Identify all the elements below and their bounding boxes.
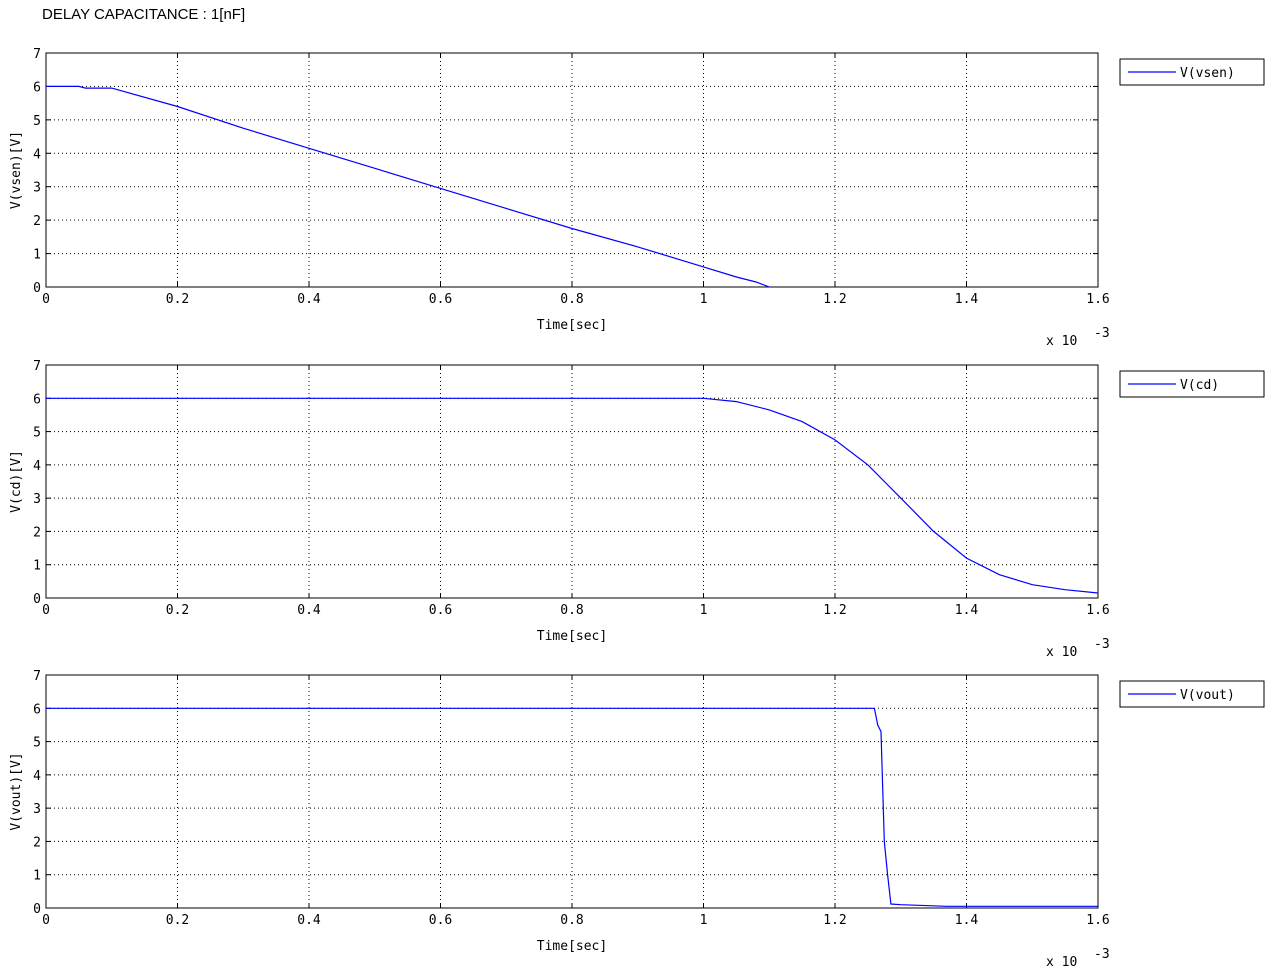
x-tick-label: 0.8 — [560, 603, 583, 618]
legend-entry: V(vsen) — [1180, 66, 1235, 81]
x-tick-label: 1.2 — [823, 292, 846, 307]
series-line-v-vout — [46, 707, 1098, 907]
y-tick-label: 4 — [33, 459, 41, 474]
x-tick-label: 1.4 — [955, 292, 979, 307]
y-axis-label: V(vsen)[V] — [9, 131, 24, 209]
y-tick-label: 1 — [33, 248, 41, 263]
x-multiplier-exponent: -3 — [1094, 947, 1110, 962]
x-tick-label: 1 — [700, 913, 708, 928]
x-multiplier-label: x 10 — [1046, 955, 1077, 969]
y-tick-label: 3 — [33, 492, 41, 507]
x-axis-label: Time[sec] — [537, 318, 607, 333]
x-axis-label: Time[sec] — [537, 629, 607, 644]
y-axis-label: V(vout)[V] — [9, 752, 24, 830]
x-multiplier-exponent: -3 — [1094, 637, 1110, 652]
x-multiplier-exponent: -3 — [1094, 326, 1110, 341]
x-tick-label: 0 — [42, 913, 50, 928]
page-title: DELAY CAPACITANCE : 1[nF] — [42, 6, 246, 23]
x-multiplier-label: x 10 — [1046, 645, 1077, 660]
y-tick-label: 7 — [33, 359, 41, 374]
x-tick-label: 1.6 — [1086, 913, 1109, 928]
chart-panel-3: 0 0.2 0.4 0.6 0.8 1 1.2 1.4 1.6 0 1 2 3 4 5 6 7 Time[sec]… — [9, 669, 1265, 969]
x-tick-label: 0 — [42, 292, 50, 307]
y-tick-label: 2 — [33, 214, 41, 229]
y-tick-label: 1 — [33, 869, 41, 884]
y-tick-label: 5 — [33, 426, 41, 441]
y-tick-label: 0 — [33, 592, 41, 607]
y-tick-label: 0 — [33, 281, 41, 296]
x-tick-label: 0.4 — [297, 292, 321, 307]
x-tick-label: 0.4 — [297, 913, 321, 928]
x-tick-label: 1.4 — [955, 913, 979, 928]
x-axis-label: Time[sec] — [537, 939, 607, 954]
x-tick-label: 1 — [700, 292, 708, 307]
y-tick-label: 5 — [33, 114, 41, 129]
y-tick-label: 6 — [33, 392, 41, 407]
legend: V(vsen) — [1119, 58, 1265, 86]
x-multiplier-label: x 10 — [1046, 334, 1077, 349]
x-tick-label: 1.6 — [1086, 292, 1109, 307]
x-tick-label: 0.8 — [560, 913, 583, 928]
x-tick-label: 0.6 — [429, 603, 452, 618]
y-tick-label: 2 — [33, 835, 41, 850]
y-tick-label: 0 — [33, 902, 41, 917]
x-tick-label: 1 — [700, 603, 708, 618]
y-tick-label: 7 — [33, 47, 41, 62]
y-tick-label: 1 — [33, 559, 41, 574]
x-tick-label: 0.2 — [166, 603, 189, 618]
x-tick-label: 0 — [42, 603, 50, 618]
x-tick-label: 0.2 — [166, 292, 189, 307]
x-tick-label: 1.6 — [1086, 603, 1109, 618]
y-tick-label: 4 — [33, 147, 41, 162]
y-axis-label: V(cd)[V] — [9, 450, 24, 513]
legend: V(cd) — [1119, 370, 1265, 398]
x-tick-label: 0.4 — [297, 603, 321, 618]
x-tick-label: 0.8 — [560, 292, 583, 307]
y-tick-label: 7 — [33, 669, 41, 684]
x-tick-label: 1.2 — [823, 603, 846, 618]
x-tick-label: 1.4 — [955, 603, 979, 618]
x-tick-label: 0.6 — [429, 292, 452, 307]
chart-panel-1: 0 0.2 0.4 0.6 0.8 1 1.2 1.4 1.6 0 1 2 3 4 5 6 7 Time[sec]… — [9, 47, 1265, 349]
y-tick-label: 4 — [33, 769, 41, 784]
y-tick-label: 3 — [33, 181, 41, 196]
legend: V(vout) — [1119, 680, 1265, 708]
chart-panel-2: 0 0.2 0.4 0.6 0.8 1 1.2 1.4 1.6 0 1 2 3 4 5 6 7 Time[sec]… — [9, 359, 1265, 660]
y-tick-label: 5 — [33, 736, 41, 751]
series-line-v-vsen — [46, 85, 770, 288]
x-tick-label: 0.2 — [166, 913, 189, 928]
series-line-v-cd — [46, 397, 1099, 594]
axes-frame — [45, 674, 1099, 909]
y-tick-label: 6 — [33, 702, 41, 717]
y-tick-label: 2 — [33, 525, 41, 540]
axes-frame — [45, 364, 1099, 599]
axes-frame — [45, 52, 1099, 288]
y-tick-label: 6 — [33, 80, 41, 95]
legend-entry: V(cd) — [1180, 378, 1219, 393]
y-tick-label: 3 — [33, 802, 41, 817]
x-tick-label: 0.6 — [429, 913, 452, 928]
legend-entry: V(vout) — [1180, 688, 1235, 703]
x-tick-label: 1.2 — [823, 913, 846, 928]
